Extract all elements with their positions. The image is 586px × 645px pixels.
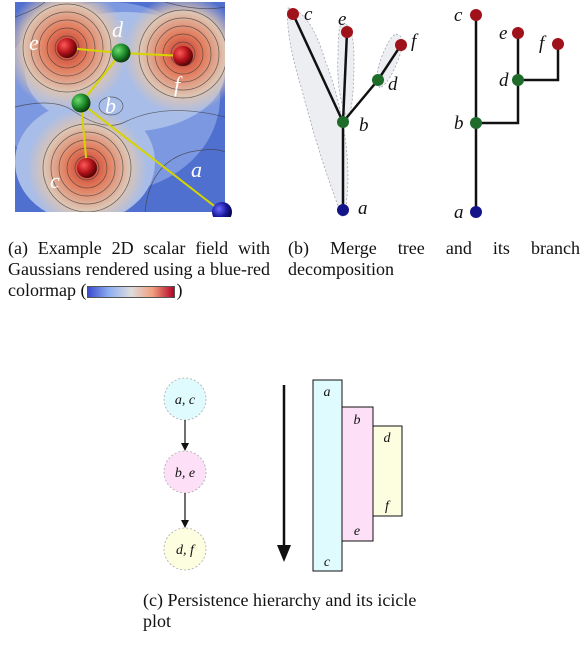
tree-label-b: b	[359, 115, 369, 136]
caption-c: (c) Persistence hierarchy and its icicle…	[143, 590, 417, 631]
label-b: b	[105, 93, 116, 118]
decomp-node-f	[552, 38, 564, 50]
decomp-node-d	[512, 74, 524, 86]
label-a: a	[191, 157, 202, 182]
tree-label-e: e	[338, 9, 346, 30]
tree-node-a	[337, 204, 349, 216]
tree-label-a: a	[358, 198, 368, 219]
node-c-max	[77, 158, 97, 178]
icicle-col-ac	[312, 379, 343, 572]
tree-node-e	[341, 26, 353, 38]
tree-label-c: c	[304, 4, 313, 25]
hierarchy-label-ac: a, c	[175, 393, 196, 408]
tree-label-f: f	[411, 31, 419, 52]
node-f-max	[173, 46, 193, 66]
decomp-node-c	[470, 9, 482, 21]
tree-node-f	[395, 39, 407, 51]
tree-node-d	[372, 74, 384, 86]
label-d: d	[112, 17, 124, 42]
hierarchy-arrows	[181, 420, 189, 528]
decomp-label-a: a	[454, 202, 464, 223]
label-f: f	[174, 72, 183, 97]
persistence-hierarchy-figure: a, c b, e d, f a c b e d f	[163, 377, 403, 572]
icicle-col-df	[372, 425, 403, 517]
icicle-label-f: f	[385, 499, 391, 514]
merge-tree-figure: c e f d b a c e f d b a	[287, 4, 564, 223]
node-a-min	[212, 202, 232, 217]
hierarchy-nodes	[163, 377, 207, 571]
decomp-node-b	[470, 117, 482, 129]
icicle-label-b: b	[354, 413, 361, 428]
icicle-label-e: e	[354, 524, 360, 539]
decomp-label-c: c	[454, 5, 463, 26]
caption-b: (b) Merge tree and its branch decomposit…	[288, 238, 580, 279]
scalar-field-figure: e d f b c a	[15, 2, 232, 217]
node-d-saddle	[111, 43, 131, 63]
tree-label-d: d	[388, 74, 398, 95]
decomp-node-a	[470, 206, 482, 218]
tree-node-c	[287, 8, 299, 20]
icicle-label-c: c	[324, 555, 331, 570]
caption-a-close: )	[176, 280, 183, 300]
contour-lines	[15, 2, 225, 212]
icicle-label-d: d	[384, 431, 392, 446]
decomp-label-d: d	[499, 70, 509, 91]
hierarchy-node-df	[163, 527, 207, 571]
merge-tree-edges	[291, 13, 403, 210]
hierarchy-label-df: d, f	[176, 543, 196, 558]
icicle-label-a: a	[324, 385, 331, 400]
label-c: c	[50, 168, 60, 193]
branch-decomposition-edges	[474, 15, 560, 212]
time-arrow	[277, 385, 291, 562]
caption-a-text: (a) Example 2D scalar field with Gaussia…	[8, 238, 270, 300]
decomp-label-b: b	[454, 113, 464, 134]
hierarchy-label-be: b, e	[175, 466, 195, 481]
node-b-saddle	[71, 93, 91, 113]
node-e-max	[57, 38, 77, 58]
caption-a: (a) Example 2D scalar field with Gaussia…	[8, 238, 270, 301]
decomp-node-e	[512, 27, 524, 39]
tree-node-b	[337, 116, 349, 128]
colormap-swatch	[87, 285, 176, 298]
label-e: e	[29, 30, 39, 55]
icicle-plot	[312, 379, 403, 572]
decomp-label-f: f	[539, 33, 547, 54]
decomp-label-e: e	[499, 23, 507, 44]
